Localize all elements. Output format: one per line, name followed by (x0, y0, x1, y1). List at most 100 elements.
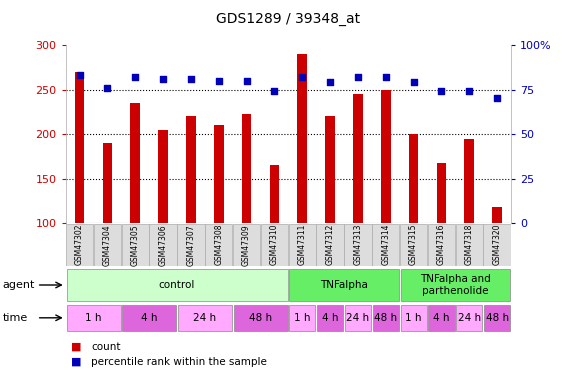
Bar (270, 165, 279, 223)
Point (186, 76, 195, 82)
Bar (214, 125, 224, 223)
Point (409, 80, 418, 86)
Text: percentile rank within the sample: percentile rank within the sample (91, 357, 267, 367)
Text: GSM47305: GSM47305 (131, 224, 140, 266)
Text: 48 h: 48 h (374, 313, 397, 323)
Bar (130, 103, 140, 223)
FancyBboxPatch shape (233, 224, 260, 266)
FancyBboxPatch shape (372, 224, 400, 266)
FancyBboxPatch shape (261, 224, 288, 266)
Point (325, 80, 335, 86)
FancyBboxPatch shape (345, 304, 371, 331)
Point (493, 96, 502, 102)
Text: GSM47310: GSM47310 (270, 224, 279, 266)
Text: time: time (3, 313, 28, 323)
FancyBboxPatch shape (316, 224, 344, 266)
Bar (158, 130, 168, 223)
Point (437, 88, 446, 94)
Point (381, 74, 391, 80)
FancyBboxPatch shape (205, 224, 232, 266)
FancyBboxPatch shape (484, 224, 511, 266)
FancyBboxPatch shape (400, 304, 427, 331)
Bar (353, 94, 363, 223)
Point (353, 74, 363, 80)
FancyBboxPatch shape (428, 224, 455, 266)
Text: TNFalpha and
parthenolide: TNFalpha and parthenolide (420, 274, 490, 296)
Text: GSM47306: GSM47306 (159, 224, 168, 266)
Text: 48 h: 48 h (485, 313, 509, 323)
Text: GSM47312: GSM47312 (325, 224, 335, 266)
Point (270, 88, 279, 94)
Text: 48 h: 48 h (249, 313, 272, 323)
Text: 24 h: 24 h (194, 313, 216, 323)
FancyBboxPatch shape (177, 224, 204, 266)
FancyBboxPatch shape (94, 224, 121, 266)
Bar (75, 72, 85, 223)
Text: GSM47318: GSM47318 (465, 224, 474, 266)
Text: GSM47304: GSM47304 (103, 224, 112, 266)
Text: 4 h: 4 h (141, 313, 158, 323)
FancyBboxPatch shape (66, 269, 288, 301)
Text: 1 h: 1 h (294, 313, 311, 323)
Text: GSM47302: GSM47302 (75, 224, 84, 266)
FancyBboxPatch shape (289, 304, 315, 331)
FancyBboxPatch shape (289, 269, 399, 301)
FancyBboxPatch shape (428, 304, 455, 331)
Text: GSM47308: GSM47308 (214, 224, 223, 266)
Text: count: count (91, 342, 121, 352)
Point (75, 72, 84, 78)
Bar (381, 90, 391, 223)
Text: GSM47316: GSM47316 (437, 224, 446, 266)
Text: GSM47314: GSM47314 (381, 224, 391, 266)
Text: ■: ■ (71, 357, 82, 367)
Text: 1 h: 1 h (405, 313, 422, 323)
Bar (409, 134, 419, 223)
Text: GDS1289 / 39348_at: GDS1289 / 39348_at (216, 12, 360, 26)
FancyBboxPatch shape (344, 224, 372, 266)
FancyBboxPatch shape (288, 224, 316, 266)
Bar (325, 116, 335, 223)
Bar (492, 207, 502, 223)
Point (131, 74, 140, 80)
Text: 24 h: 24 h (347, 313, 369, 323)
FancyBboxPatch shape (66, 304, 120, 331)
Bar (297, 54, 307, 223)
Bar (186, 116, 196, 223)
Text: GSM47307: GSM47307 (186, 224, 195, 266)
Text: TNFalpha: TNFalpha (320, 280, 368, 290)
FancyBboxPatch shape (234, 304, 288, 331)
Text: 24 h: 24 h (458, 313, 481, 323)
Text: GSM47309: GSM47309 (242, 224, 251, 266)
Point (214, 78, 223, 84)
Bar (464, 138, 474, 223)
FancyBboxPatch shape (456, 304, 482, 331)
Point (159, 76, 168, 82)
Bar (103, 143, 112, 223)
Text: 1 h: 1 h (85, 313, 102, 323)
FancyBboxPatch shape (484, 304, 510, 331)
FancyBboxPatch shape (317, 304, 343, 331)
Text: GSM47311: GSM47311 (297, 224, 307, 266)
FancyBboxPatch shape (400, 269, 510, 301)
Text: GSM47320: GSM47320 (493, 224, 502, 266)
Text: 4 h: 4 h (322, 313, 339, 323)
Text: control: control (159, 280, 195, 290)
FancyBboxPatch shape (150, 224, 177, 266)
Text: 4 h: 4 h (433, 313, 450, 323)
Point (297, 74, 307, 80)
FancyBboxPatch shape (456, 224, 483, 266)
FancyBboxPatch shape (122, 224, 149, 266)
FancyBboxPatch shape (373, 304, 399, 331)
Text: GSM47315: GSM47315 (409, 224, 418, 266)
FancyBboxPatch shape (400, 224, 427, 266)
FancyBboxPatch shape (66, 224, 93, 266)
FancyBboxPatch shape (122, 304, 176, 331)
Bar (437, 163, 447, 223)
Point (242, 78, 251, 84)
Bar (242, 114, 251, 223)
Point (465, 88, 474, 94)
Text: GSM47313: GSM47313 (353, 224, 363, 266)
Text: agent: agent (3, 280, 35, 290)
Text: ■: ■ (71, 342, 82, 352)
FancyBboxPatch shape (178, 304, 232, 331)
